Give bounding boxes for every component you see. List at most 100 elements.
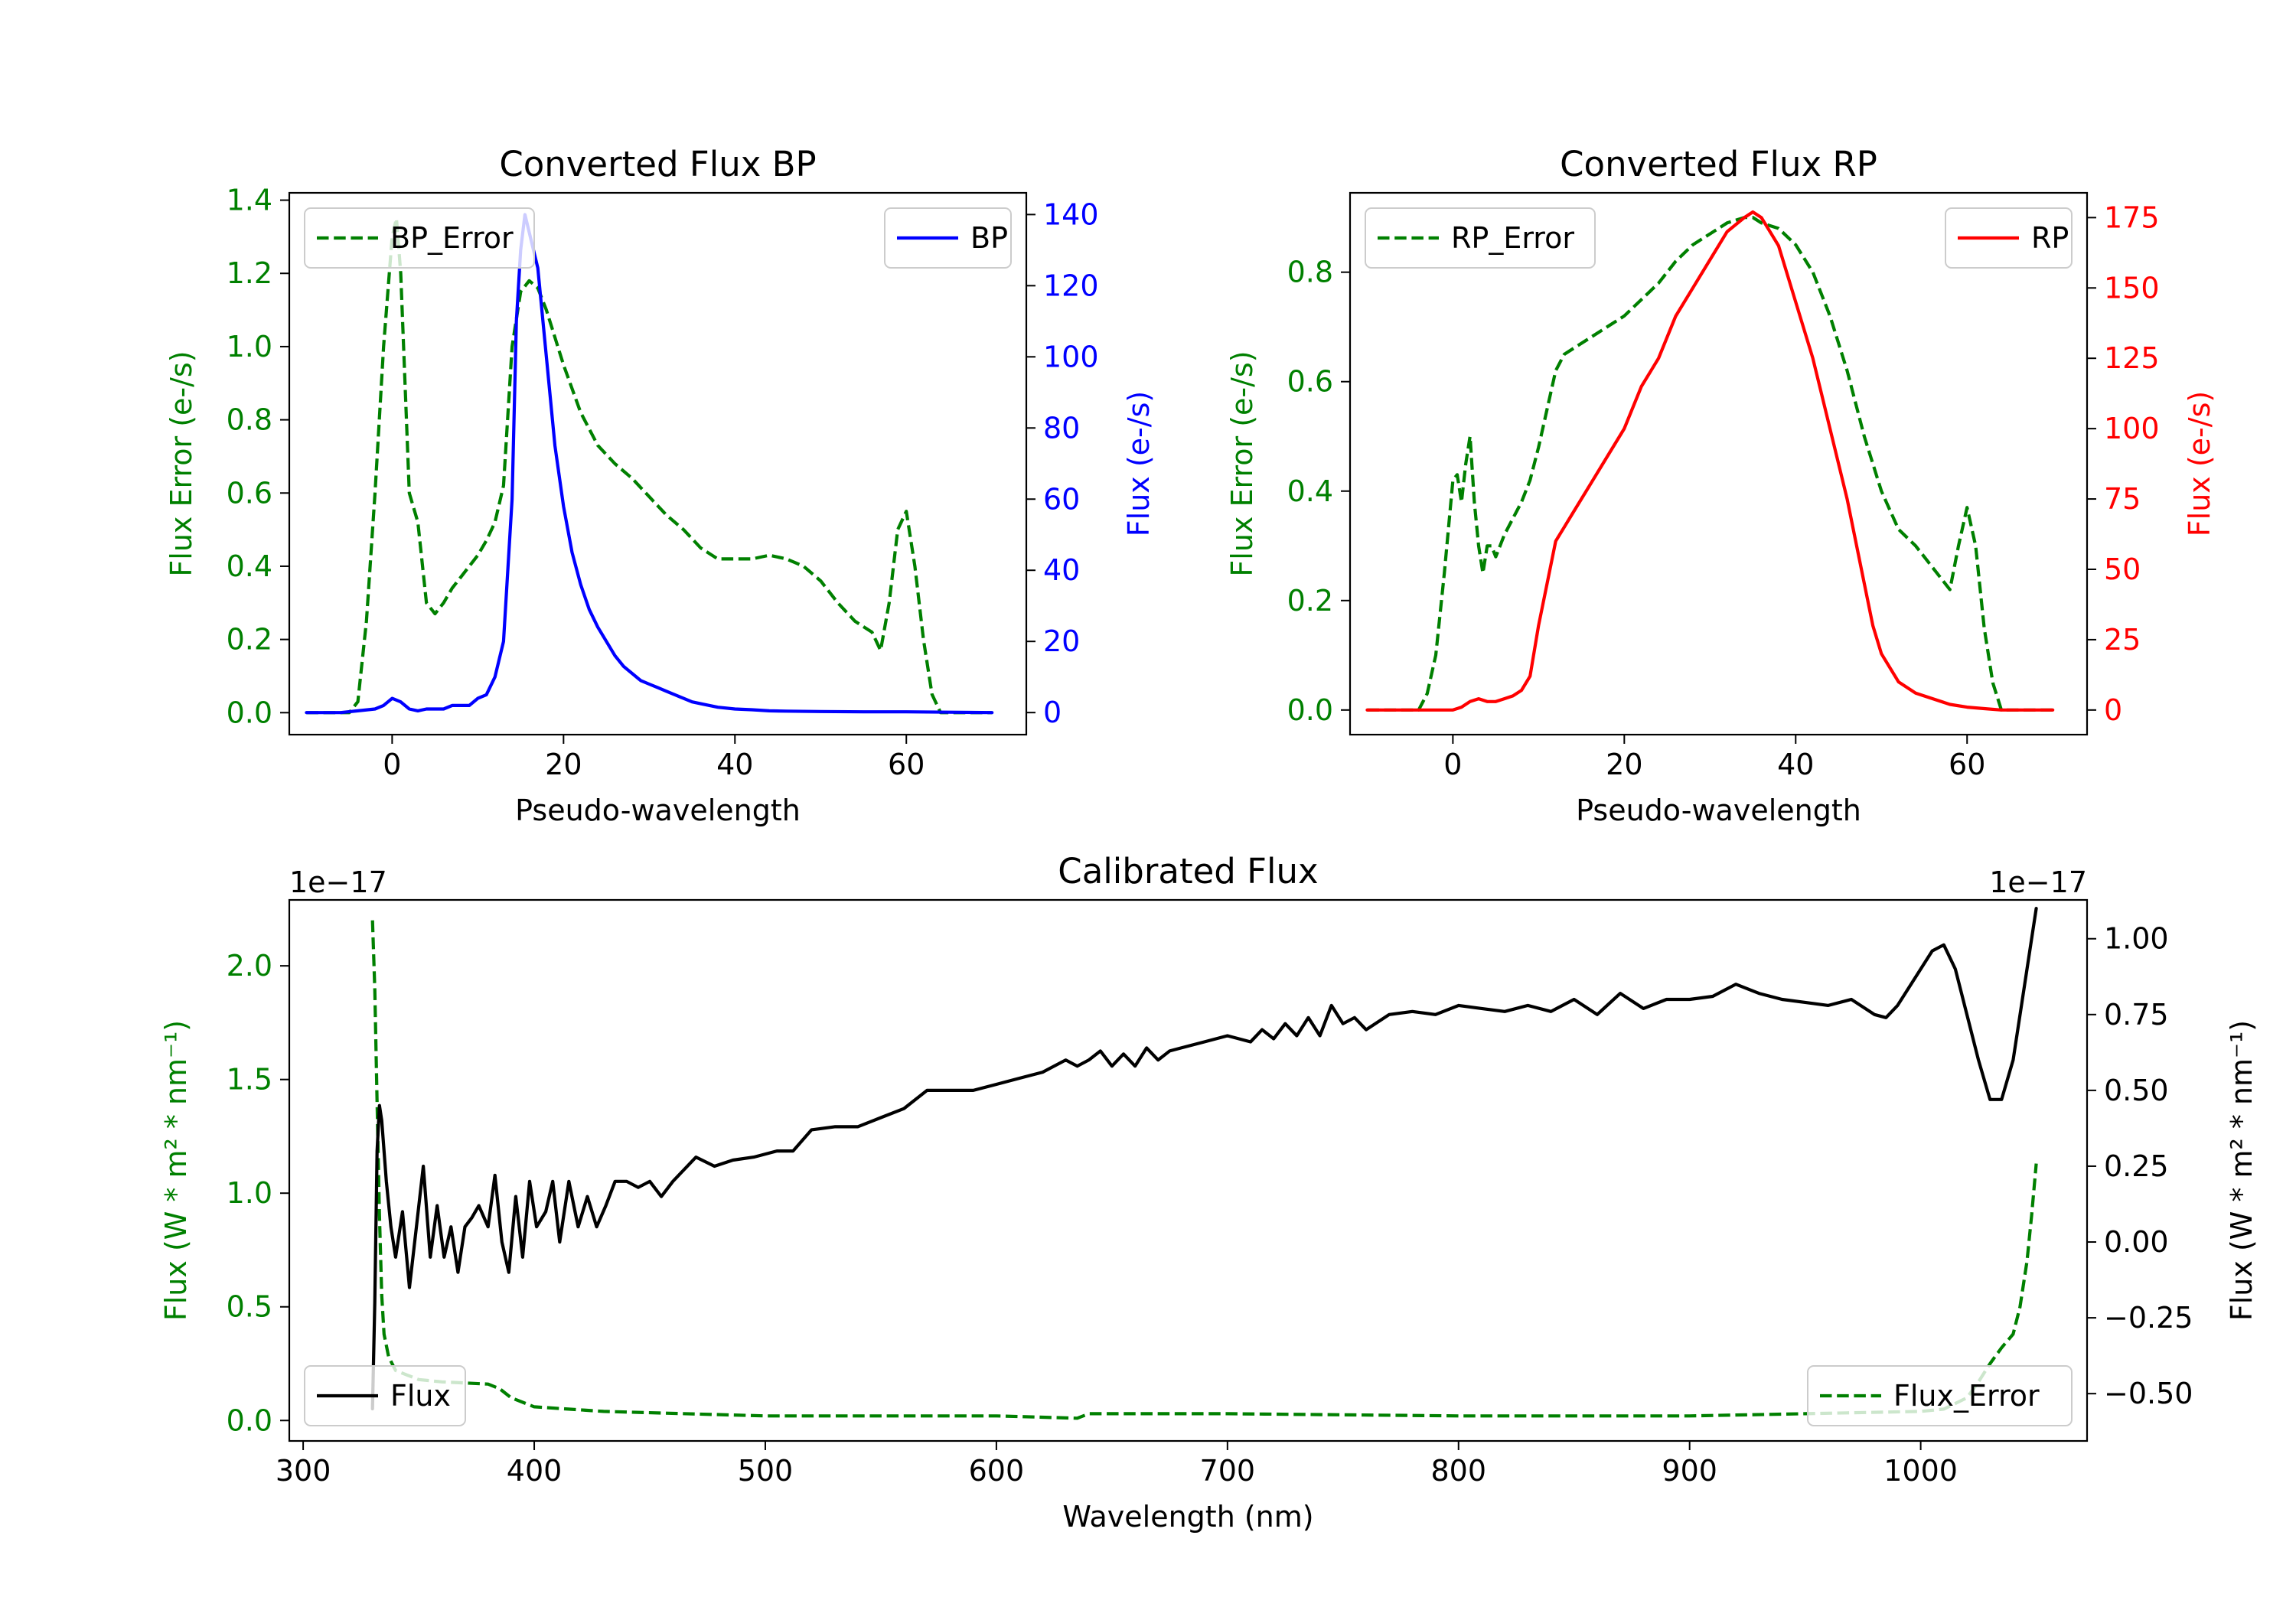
series-line-flux [370, 906, 2038, 1411]
y-right-tick-label: 100 [2104, 412, 2160, 445]
x-tick-label: 0 [1443, 748, 1462, 781]
chart-cal: 300 400 500 600 700 800 900 1000 0.0 0.5 1.0 1.5 2.0… [159, 851, 2258, 1534]
y-right-tick-label: −0.25 [2104, 1301, 2193, 1335]
y-right-tick-label: 0 [2104, 693, 2122, 727]
y-left-tick-label: 0.0 [227, 1403, 272, 1437]
legend-flux-error: Flux_Error [1807, 1365, 2073, 1426]
y-right-tick-label: 40 [1043, 553, 1080, 587]
x-tick-label: 40 [716, 748, 753, 781]
x-tick-label: 60 [1949, 748, 1985, 781]
legend-bp-error: BP_Error [304, 207, 535, 269]
y-right-axis-label: Flux (W * m² * nm⁻¹) [2225, 1020, 2258, 1321]
y-right-tick-label: 100 [1043, 340, 1099, 373]
chart-title: Calibrated Flux [1058, 851, 1318, 892]
y-left-tick-label: 0.0 [227, 696, 272, 729]
y-right-axis-label: Flux (e-/s) [2183, 391, 2216, 536]
y-right-tick-label: 150 [2104, 271, 2160, 305]
y-right-offset-text: 1e−17 [1989, 865, 2087, 899]
legend-label: Flux_Error [1893, 1379, 2040, 1413]
y-left-tick-label: 0.5 [227, 1290, 272, 1324]
x-axis-label: Wavelength (nm) [1062, 1500, 1313, 1534]
x-tick-label: 40 [1777, 748, 1814, 781]
y-left-tick-label: 1.2 [227, 256, 272, 290]
legend-box [304, 1365, 466, 1426]
x-tick-label: 900 [1662, 1454, 1717, 1488]
y-right-tick-label: 125 [2104, 341, 2160, 375]
y-right-tick-label: 80 [1043, 411, 1080, 445]
y-left-tick-label: 0.8 [227, 403, 272, 437]
y-left-tick-label: 0.0 [1287, 693, 1333, 727]
x-tick-label: 0 [383, 748, 401, 781]
y-left-tick-label: 0.2 [1287, 584, 1333, 618]
x-tick-label: 400 [507, 1454, 563, 1488]
x-tick-label: 20 [1606, 748, 1642, 781]
y-right-tick-label: 50 [2104, 553, 2141, 586]
legend-label: BP [970, 221, 1008, 255]
y-left-tick-label: 0.8 [1287, 256, 1333, 289]
series-line-bp [305, 213, 994, 715]
y-right-tick-label: 0 [1043, 696, 1062, 729]
x-tick-label: 700 [1200, 1454, 1256, 1488]
x-tick-label: 1000 [1883, 1454, 1958, 1488]
legend-box [1365, 207, 1596, 269]
axes-frame [1349, 191, 2089, 736]
legend-box [304, 207, 535, 269]
series-line-flux-error [370, 920, 2038, 1420]
y-left-tick-label: 2.0 [227, 949, 272, 983]
series-line-bp-error [306, 217, 993, 715]
axes-frame [288, 191, 1028, 736]
chart-title: Converted Flux RP [1560, 144, 1877, 184]
axes-frame [288, 898, 2089, 1442]
y-right-tick-label: 25 [2104, 623, 2141, 657]
chart-rp: 0 20 40 60 0.0 0.2 0.4 0.6 0.8 0 25 50 75 100 125 150 17… [1225, 144, 2216, 827]
legend-rp-error: RP_Error [1365, 207, 1596, 269]
x-tick-label: 300 [276, 1454, 331, 1488]
x-tick-label: 20 [545, 748, 582, 781]
x-tick-label: 600 [969, 1454, 1025, 1488]
x-tick-label: 500 [738, 1454, 794, 1488]
legend-rp: RP [1945, 207, 2073, 269]
y-right-tick-label: 20 [1043, 624, 1080, 658]
y-left-tick-label: 0.6 [227, 476, 272, 510]
y-right-tick-label: 0.00 [2104, 1225, 2169, 1259]
y-left-tick-label: 1.5 [227, 1063, 272, 1097]
legend-bp: BP [884, 207, 1012, 269]
y-right-tick-label: 75 [2104, 482, 2141, 516]
y-right-tick-label: 0.50 [2104, 1074, 2169, 1107]
x-tick-label: 60 [888, 748, 925, 781]
series-line-rp [1365, 210, 2055, 712]
y-left-tick-label: 0.2 [227, 623, 272, 657]
y-left-axis-label: Flux Error (e-/s) [165, 350, 198, 576]
series-line-rp-error [1367, 216, 2053, 712]
x-axis-label: Pseudo-wavelength [1576, 794, 1861, 827]
y-left-tick-label: 1.0 [227, 1176, 272, 1210]
y-right-tick-label: 120 [1043, 269, 1099, 302]
y-left-axis-label: Flux Error (e-/s) [1225, 350, 1259, 576]
y-right-tick-label: 60 [1043, 482, 1080, 516]
x-axis-label: Pseudo-wavelength [515, 794, 801, 827]
y-right-axis-label: Flux (e-/s) [1122, 391, 1156, 536]
y-right-tick-label: 175 [2104, 200, 2160, 234]
legend-box [1807, 1365, 2073, 1426]
y-left-tick-label: 0.6 [1287, 365, 1333, 399]
y-left-tick-label: 0.4 [1287, 474, 1333, 508]
y-right-tick-label: 0.25 [2104, 1149, 2169, 1183]
y-left-tick-label: 1.4 [227, 184, 272, 217]
chart-bp: 0 20 40 60 0.0 0.2 0.4 0.6 0.8 1.0 1.2 1.4 0 20 40 60 80… [165, 144, 1156, 827]
x-tick-label: 800 [1430, 1454, 1486, 1488]
y-right-tick-label: 1.00 [2104, 922, 2169, 956]
y-right-tick-label: 0.75 [2104, 998, 2169, 1032]
y-left-axis-label: Flux (W * m² * nm⁻¹) [159, 1020, 193, 1321]
legend-label: BP_Error [390, 221, 514, 255]
legend-label: RP_Error [1451, 221, 1574, 255]
legend-label: RP [2031, 221, 2069, 255]
y-right-tick-label: −0.50 [2104, 1377, 2193, 1410]
y-right-tick-label: 140 [1043, 197, 1099, 231]
y-left-tick-label: 0.4 [227, 549, 272, 583]
legend-label: Flux [390, 1379, 451, 1413]
chart-title: Converted Flux BP [499, 144, 816, 184]
y-left-offset-text: 1e−17 [289, 865, 387, 899]
y-left-tick-label: 1.0 [227, 330, 272, 363]
legend-flux: Flux [304, 1365, 466, 1426]
